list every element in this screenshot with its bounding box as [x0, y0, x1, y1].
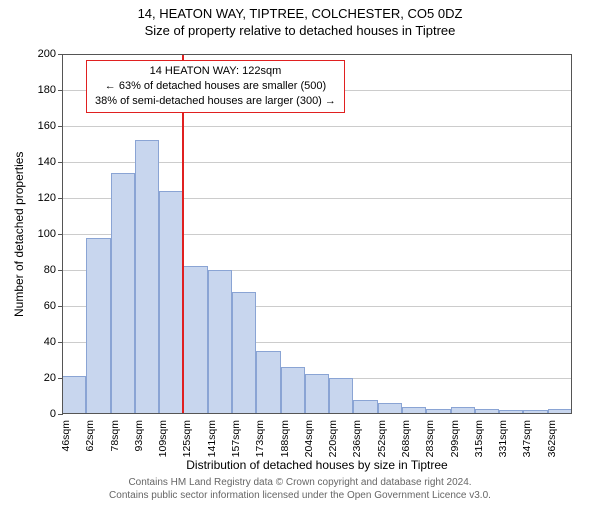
- x-tick-label: 362sqm: [546, 414, 558, 457]
- y-tick-label: 180: [38, 84, 62, 96]
- x-tick-label: 188sqm: [279, 414, 291, 457]
- x-tick-label: 46sqm: [60, 414, 72, 452]
- x-tick-label: 347sqm: [521, 414, 533, 457]
- x-tick-label: 236sqm: [351, 414, 363, 457]
- x-tick-label: 109sqm: [157, 414, 169, 457]
- x-tick-label: 252sqm: [376, 414, 388, 457]
- x-tick-label: 315sqm: [473, 414, 485, 457]
- x-tick-label: 141sqm: [206, 414, 218, 457]
- x-tick-label: 220sqm: [327, 414, 339, 457]
- y-tick-label: 200: [38, 48, 62, 60]
- y-tick-label: 140: [38, 156, 62, 168]
- x-tick-label: 331sqm: [497, 414, 509, 457]
- x-tick-label: 78sqm: [109, 414, 121, 452]
- footer-line-2: Contains public sector information licen…: [0, 490, 600, 503]
- y-axis-label: Number of detached properties: [12, 54, 26, 414]
- y-tick-label: 60: [44, 300, 62, 312]
- y-tick-label: 160: [38, 120, 62, 132]
- y-tick-label: 100: [38, 228, 62, 240]
- x-tick-label: 204sqm: [303, 414, 315, 457]
- x-ticks: 46sqm62sqm78sqm93sqm109sqm125sqm141sqm15…: [62, 54, 572, 414]
- y-tick-label: 20: [44, 372, 62, 384]
- y-tick-label: 80: [44, 264, 62, 276]
- x-tick-label: 268sqm: [400, 414, 412, 457]
- x-axis-label: Distribution of detached houses by size …: [62, 458, 572, 472]
- x-tick-label: 125sqm: [181, 414, 193, 457]
- x-tick-label: 93sqm: [133, 414, 145, 452]
- page-subtitle: Size of property relative to detached ho…: [0, 23, 600, 38]
- x-tick-label: 299sqm: [449, 414, 461, 457]
- y-tick-label: 120: [38, 192, 62, 204]
- histogram-chart: 14 HEATON WAY: 122sqm ← 63% of detached …: [62, 54, 572, 414]
- footer-line-1: Contains HM Land Registry data © Crown c…: [0, 477, 600, 490]
- y-tick-label: 40: [44, 336, 62, 348]
- footer: Contains HM Land Registry data © Crown c…: [0, 477, 600, 502]
- x-tick-label: 173sqm: [254, 414, 266, 457]
- x-tick-label: 157sqm: [230, 414, 242, 457]
- page-title: 14, HEATON WAY, TIPTREE, COLCHESTER, CO5…: [0, 6, 600, 21]
- x-tick-label: 62sqm: [84, 414, 96, 452]
- x-tick-label: 283sqm: [424, 414, 436, 457]
